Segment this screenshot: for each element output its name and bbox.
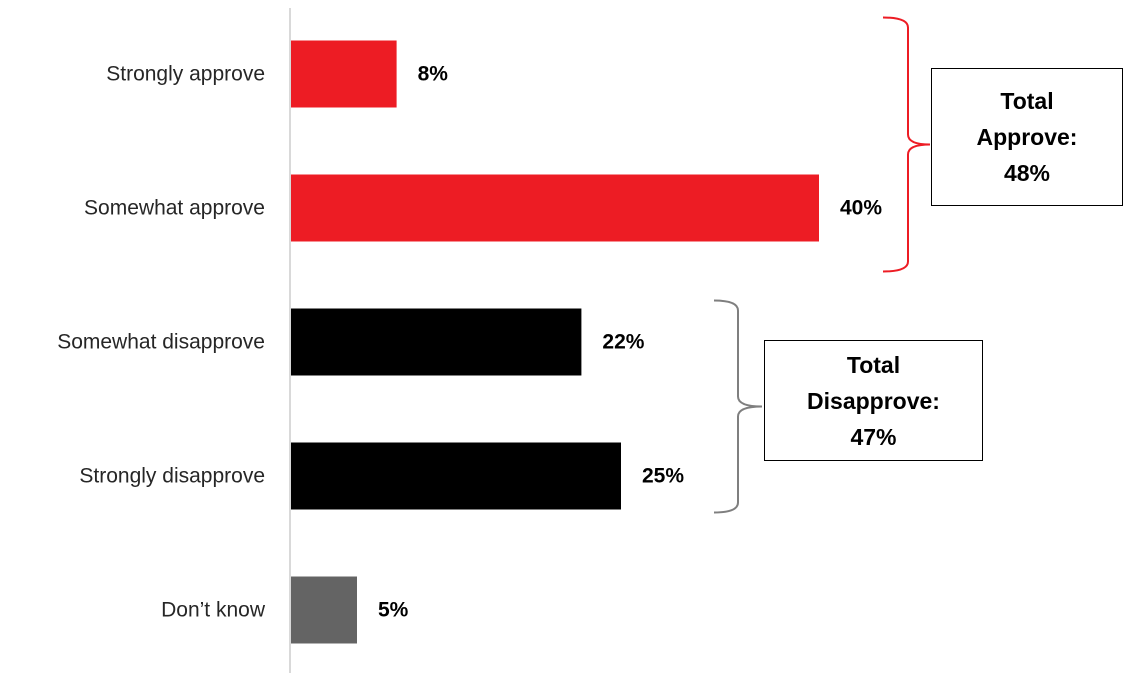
value-label-somewhat-approve: 40% (840, 197, 882, 220)
total-approve-line1: Total (1000, 88, 1054, 114)
value-label-somewhat-disapprove: 22% (602, 331, 644, 354)
value-label-strongly-approve: 8% (418, 63, 449, 86)
category-label-don-t-know: Don’t know (161, 599, 266, 622)
category-label-somewhat-disapprove: Somewhat disapprove (57, 331, 265, 354)
total-approve-box: Total Approve: 48% (931, 68, 1123, 206)
total-approve-line2: Approve: (976, 124, 1078, 150)
total-disapprove-box: Total Disapprove: 47% (764, 340, 983, 461)
value-label-strongly-disapprove: 25% (642, 465, 684, 488)
total-disapprove-line1: Total (846, 351, 901, 378)
disapprove-group-bracket (713, 299, 763, 514)
category-label-strongly-disapprove: Strongly disapprove (79, 465, 265, 488)
total-disapprove-line2: Disapprove: (807, 387, 940, 414)
value-label-don-t-know: 5% (378, 599, 409, 622)
total-disapprove-value: 47% (850, 423, 897, 450)
bar-don-t-know (291, 576, 357, 644)
bar-strongly-approve (291, 40, 397, 108)
bar-somewhat-disapprove (291, 308, 582, 376)
category-label-somewhat-approve: Somewhat approve (84, 197, 265, 220)
total-approve-value: 48% (1003, 160, 1051, 186)
bar-somewhat-approve (291, 174, 819, 242)
bar-strongly-disapprove (291, 442, 621, 510)
category-label-strongly-approve: Strongly approve (106, 63, 265, 86)
approve-group-bracket (882, 16, 931, 273)
